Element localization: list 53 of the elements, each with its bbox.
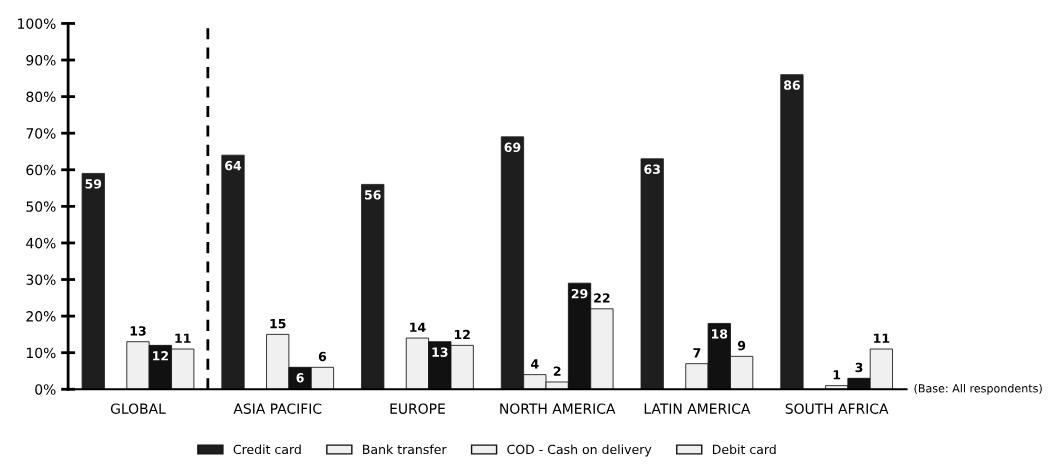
data-label: 22 xyxy=(594,293,610,303)
bar xyxy=(780,74,804,390)
data-label: 12 xyxy=(153,351,168,361)
legend-label: Debit card xyxy=(712,444,776,455)
y-tick-label: 20% xyxy=(26,311,56,322)
legend-label: Credit card xyxy=(233,444,301,455)
data-label: 18 xyxy=(711,329,728,339)
y-tick-label: 60% xyxy=(26,164,56,176)
x-tick-label: SOUTH AFRICA xyxy=(785,403,889,414)
bar xyxy=(640,158,664,390)
y-tick-label: 10% xyxy=(26,347,56,359)
x-tick-label: LATIN AMERICA xyxy=(644,403,751,414)
bar xyxy=(81,173,105,390)
y-tick-label: 0% xyxy=(35,384,56,395)
data-label: 14 xyxy=(410,322,426,332)
data-label: 3 xyxy=(855,362,863,373)
data-label: 1 xyxy=(833,370,841,380)
legend-label: Bank transfer xyxy=(363,444,447,455)
x-tick-label: GLOBAL xyxy=(110,403,166,414)
data-label: 4 xyxy=(531,359,539,369)
text: (Base: All respondents) xyxy=(914,383,1042,395)
data-label: 56 xyxy=(365,190,381,200)
data-label: 13 xyxy=(130,326,146,336)
data-label: 6 xyxy=(296,373,304,383)
y-tick-label: 100% xyxy=(18,18,56,29)
y-tick-label: 40% xyxy=(26,237,56,249)
data-label: 15 xyxy=(270,319,286,329)
data-label: 9 xyxy=(737,340,746,351)
data-label: 2 xyxy=(553,366,561,376)
legend-label: COD - Cash on delivery xyxy=(507,444,652,457)
bar xyxy=(361,183,385,390)
data-label: 63 xyxy=(644,164,660,174)
bar xyxy=(221,154,245,390)
data-label: 59 xyxy=(85,179,102,189)
data-label: 11 xyxy=(874,333,890,343)
x-tick-label: EUROPE xyxy=(390,403,445,414)
y-tick-label: 90% xyxy=(26,55,56,66)
y-tick-label: 50% xyxy=(26,201,56,212)
data-label: 6 xyxy=(318,351,327,362)
data-label: 64 xyxy=(225,160,242,171)
y-tick-label: 70% xyxy=(26,128,56,139)
data-label: 13 xyxy=(432,347,448,357)
data-label: 86 xyxy=(784,80,800,90)
y-tick-label: 30% xyxy=(26,274,56,285)
data-label: 69 xyxy=(504,142,521,153)
x-tick-label: NORTH AMERICA xyxy=(500,403,616,414)
bar xyxy=(500,136,525,390)
data-label: 12 xyxy=(454,329,470,340)
y-tick-label: 80% xyxy=(26,91,56,103)
data-label: 29 xyxy=(571,288,588,299)
data-label: 11 xyxy=(175,333,191,343)
x-tick-label: ASIA PACIFIC xyxy=(233,403,322,414)
data-label: 7 xyxy=(693,348,701,358)
